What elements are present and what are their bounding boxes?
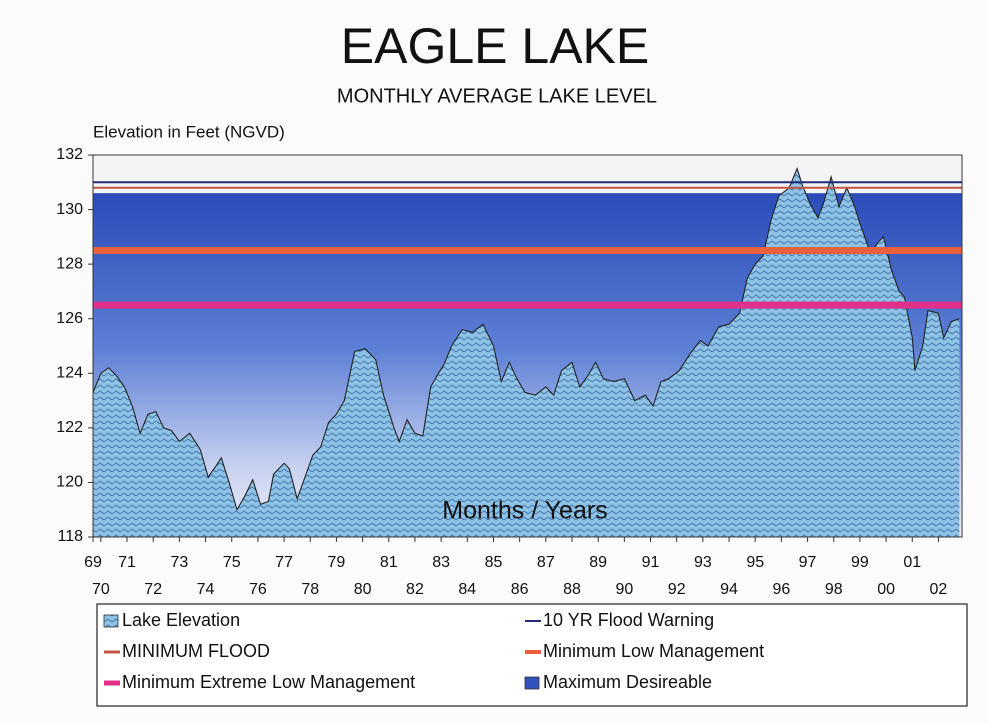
plot-area: 118 120 122 124 126 128 130 132 69 70 71 72 73 74 75 76… (56, 146, 963, 598)
x-tick-label: 70 (92, 581, 110, 598)
y-tick-label: 130 (56, 201, 83, 218)
x-tick-label: 79 (328, 554, 346, 571)
x-tick-label: 02 (930, 581, 948, 598)
legend-items: Lake Elevation 10 YR Flood Warning MINIMUM… (103, 610, 764, 692)
x-tick-label: 74 (197, 581, 215, 598)
area (93, 168, 960, 537)
x-tick-label: 71 (118, 554, 136, 571)
x-tick-label: 73 (170, 554, 188, 571)
x-tick-label: 87 (537, 554, 555, 571)
y-tick-label: 128 (56, 255, 83, 272)
y-tick-label: 122 (56, 419, 83, 436)
x-tick-label: 93 (694, 554, 712, 571)
x-tick-label: 96 (772, 581, 790, 598)
x-tick-label: 77 (275, 554, 293, 571)
x-tick-label: 94 (720, 581, 738, 598)
y-axis-label: Elevation in Feet (NGVD) (93, 122, 285, 141)
x-tick-label: 80 (354, 581, 372, 598)
legend-swatch (103, 614, 119, 628)
y-tick-label: 132 (56, 146, 83, 163)
x-tick-label: 97 (799, 554, 817, 571)
legend-label: Minimum Extreme Low Management (122, 672, 415, 692)
x-axis-label: Months / Years (442, 497, 607, 525)
x-tick-label: 69 (84, 554, 102, 571)
x-tick-label: 92 (668, 581, 686, 598)
y-tick-label: 126 (56, 310, 83, 327)
y-tick-label: 124 (56, 365, 83, 382)
legend-label: Minimum Low Management (543, 641, 764, 661)
legend-swatch (524, 676, 540, 690)
x-tick-label: 85 (485, 554, 503, 571)
plot-frame (92, 154, 963, 538)
x-tick-label: 99 (851, 554, 869, 571)
x-tick-label: 82 (406, 581, 424, 598)
x-tick-label: 00 (877, 581, 895, 598)
legend-label: Lake Elevation (122, 610, 240, 630)
legend-label: MINIMUM FLOOD (122, 641, 270, 661)
x-tick-label: 72 (144, 581, 162, 598)
x-tick-label: 78 (301, 581, 319, 598)
x-tick-label: 89 (589, 554, 607, 571)
x-tick-label: 01 (903, 554, 921, 571)
chart-title: EAGLE LAKE (341, 18, 650, 74)
x-tick-label: 90 (615, 581, 633, 598)
x-tick-label: 84 (458, 581, 476, 598)
legend-label: Maximum Desireable (543, 672, 712, 692)
y-tick-label: 120 (56, 474, 83, 491)
legend-label: 10 YR Flood Warning (543, 610, 714, 630)
y-tick-label: 118 (57, 528, 83, 545)
x-tick-label: 83 (432, 554, 450, 571)
x-tick-label: 75 (223, 554, 241, 571)
x-tick-label: 76 (249, 581, 267, 598)
x-tick-label: 86 (511, 581, 529, 598)
chart-subtitle: MONTHLY AVERAGE LAKE LEVEL (337, 85, 657, 107)
x-tick-label: 88 (563, 581, 581, 598)
x-tick-label: 91 (642, 554, 660, 571)
x-tick-label: 81 (380, 554, 398, 571)
x-tick-label: 95 (746, 554, 764, 571)
x-tick-label: 98 (825, 581, 843, 598)
